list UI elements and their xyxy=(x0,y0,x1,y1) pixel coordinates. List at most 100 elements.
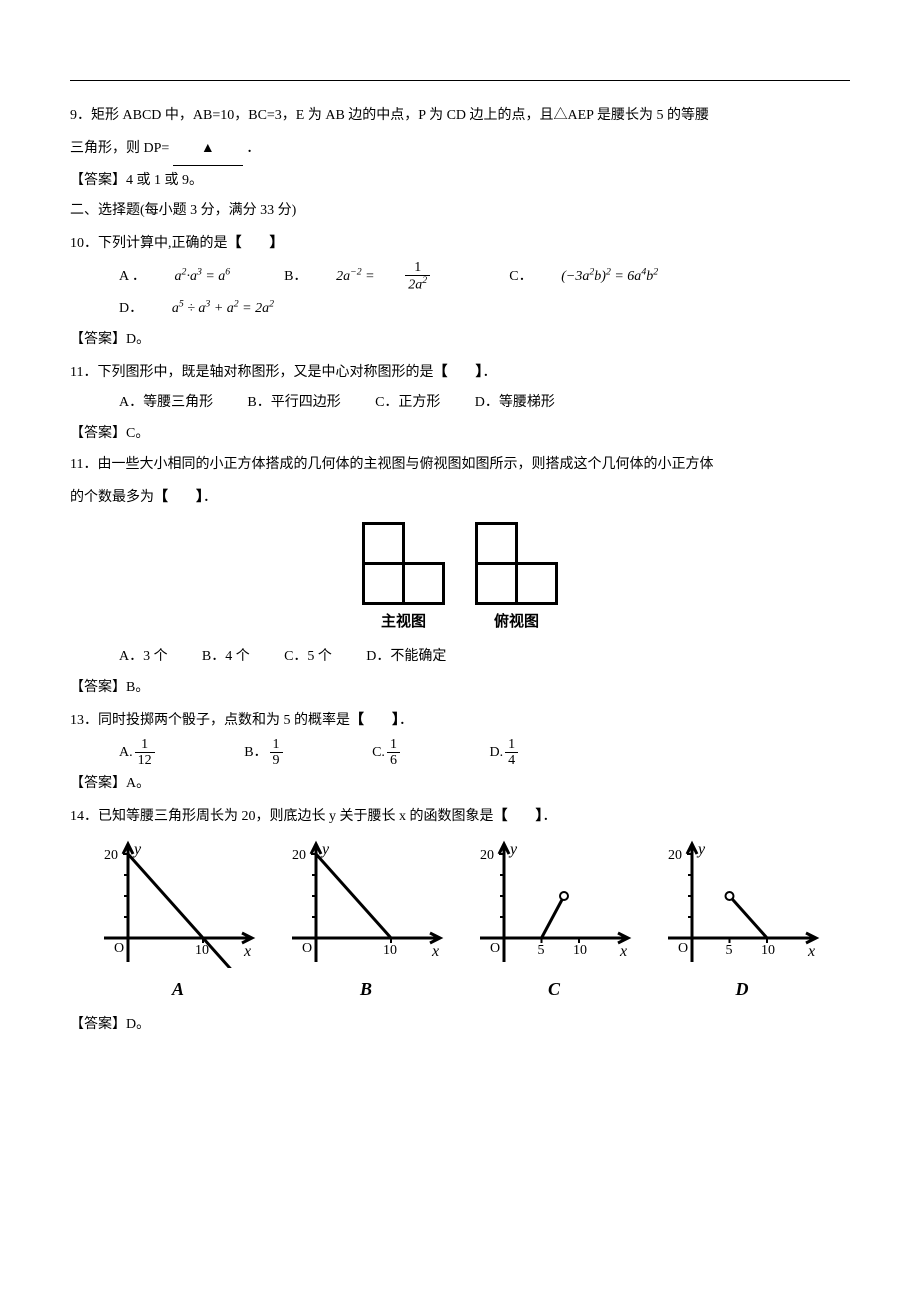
q11b-opt-d: D．不能确定 xyxy=(366,649,446,664)
top-view-caption: 俯视图 xyxy=(482,603,551,638)
graph-A: y x O 20 10 A xyxy=(98,838,258,1010)
answer-value: A。 xyxy=(126,776,150,791)
q11a-stem: 11．下列图形中，既是轴对称图形，又是中心对称图形的是【 】． xyxy=(70,356,850,389)
main-view-svg xyxy=(362,522,445,605)
answer-value: B。 xyxy=(126,680,149,695)
graph-svg: y x O 20 5 10 xyxy=(474,838,634,968)
svg-text:20: 20 xyxy=(292,848,306,863)
bracket-icon: 【 】 xyxy=(350,711,399,727)
svg-text:20: 20 xyxy=(480,848,494,863)
svg-text:5: 5 xyxy=(538,943,545,958)
q11a-opt-a: A．等腰三角形 xyxy=(119,395,213,410)
q11b-opt-a: A．3 个 xyxy=(119,649,168,664)
bracket-icon: 【 】 xyxy=(228,234,284,250)
bracket-icon: 【 】 xyxy=(433,363,482,379)
q11b-answer: 【答案】B。 xyxy=(70,673,850,704)
q13-choices: A.112 B．19 C.16 D.14 xyxy=(70,737,850,769)
bracket-icon: 【 】 xyxy=(154,488,203,504)
q10-a-math: a2·a3 = a6 xyxy=(175,269,231,284)
answer-value: 4 或 1 或 9。 xyxy=(126,173,203,188)
svg-text:y: y xyxy=(320,841,330,858)
svg-text:10: 10 xyxy=(761,943,775,958)
views-figure: 主视图 俯视图 xyxy=(70,522,850,639)
q11b-opt-c: C．5 个 xyxy=(284,649,332,664)
svg-text:x: x xyxy=(431,943,439,960)
svg-text:x: x xyxy=(243,943,251,960)
q10-stem-text: 10．下列计算中,正确的是 xyxy=(70,236,228,251)
answer-label: 【答案】 xyxy=(70,776,126,791)
svg-text:10: 10 xyxy=(383,943,397,958)
q10-choices: A ． a2·a3 = a6 B． 2a−2 = 12a2 C． (−3a2b)… xyxy=(70,260,850,325)
q10-opt-b: B． 2a−2 = 12a2 xyxy=(284,269,484,284)
answer-label: 【答案】 xyxy=(70,173,126,188)
q9-answer: 【答案】4 或 1 或 9。 xyxy=(70,166,850,197)
q9-line1: 9．矩形 ABCD 中，AB=10，BC=3，E 为 AB 边的中点，P 为 C… xyxy=(70,101,850,132)
svg-text:y: y xyxy=(132,841,142,858)
answer-label: 【答案】 xyxy=(70,1017,126,1032)
q10-opt-a: A ． a2·a3 = a6 xyxy=(119,269,255,284)
graph-svg: y x O 20 10 xyxy=(98,838,258,968)
graph-label: A xyxy=(98,970,258,1010)
graph-svg: y x O 20 10 xyxy=(286,838,446,968)
svg-text:5: 5 xyxy=(726,943,733,958)
svg-text:O: O xyxy=(302,941,312,956)
q9-line2: 三角形，则 DP= ▲ ． xyxy=(70,132,850,166)
graph-D: y x O 20 5 10 D xyxy=(662,838,822,1010)
svg-text:x: x xyxy=(619,943,627,960)
q11a-choices: A．等腰三角形 B．平行四边形 C．正方形 D．等腰梯形 xyxy=(70,388,850,419)
q11a-opt-c: C．正方形 xyxy=(375,395,440,410)
q13-opt: B．19 xyxy=(244,745,333,760)
answer-label: 【答案】 xyxy=(70,426,126,441)
q11a-opt-d: D．等腰梯形 xyxy=(475,395,555,410)
q13-stem: 13．同时投掷两个骰子，点数和为 5 的概率是【 】． xyxy=(70,704,850,737)
q11a-answer: 【答案】C。 xyxy=(70,419,850,450)
q10-opt-c: C． (−3a2b)2 = 6a4b2 xyxy=(509,269,683,284)
q11b-stem-a: 11．由一些大小相同的小正方体搭成的几何体的主视图与俯视图如图所示，则搭成这个几… xyxy=(70,450,850,481)
q10-stem: 10．下列计算中,正确的是【 】 xyxy=(70,227,850,260)
section2-heading: 二、选择题(每小题 3 分，满分 33 分) xyxy=(70,196,850,227)
answer-value: D。 xyxy=(126,332,150,347)
q11b-stem-b: 的个数最多为【 】． xyxy=(70,481,850,514)
answer-value: D。 xyxy=(126,1017,150,1032)
q13-answer: 【答案】A。 xyxy=(70,769,850,800)
svg-text:x: x xyxy=(807,943,815,960)
svg-text:y: y xyxy=(696,841,706,858)
svg-text:10: 10 xyxy=(195,943,209,958)
answer-label: 【答案】 xyxy=(70,332,126,347)
q14-stem: 14．已知等腰三角形周长为 20，则底边长 y 关于腰长 x 的函数图象是【 】… xyxy=(70,800,850,833)
graph-label: B xyxy=(286,970,446,1010)
q9-line2-pre: 三角形，则 DP= xyxy=(70,141,169,156)
q10-answer: 【答案】D。 xyxy=(70,325,850,356)
q14-graphs: y x O 20 10 Ay x O 20 10 By x O 20 5 10 Cy x O 20 5 10 D xyxy=(70,838,850,1010)
fill-blank: ▲ xyxy=(173,132,243,166)
svg-text:O: O xyxy=(678,941,688,956)
graph-B: y x O 20 10 B xyxy=(286,838,446,1010)
fraction: 12a2 xyxy=(405,260,455,293)
main-view-block: 主视图 xyxy=(362,522,445,639)
graph-label: D xyxy=(662,970,822,1010)
graph-C: y x O 20 5 10 C xyxy=(474,838,634,1010)
q11a-opt-b: B．平行四边形 xyxy=(247,395,340,410)
svg-text:20: 20 xyxy=(668,848,682,863)
q13-opt: C.16 xyxy=(372,745,450,760)
svg-text:O: O xyxy=(490,941,500,956)
q13-opt: A.112 xyxy=(119,745,205,760)
svg-text:20: 20 xyxy=(104,848,118,863)
q11b-opt-b: B．4 个 xyxy=(202,649,250,664)
svg-text:y: y xyxy=(508,841,518,858)
top-view-block: 俯视图 xyxy=(475,522,558,639)
q10-opt-d: D． a5 ÷ a3 + a2 = 2a2 xyxy=(119,301,299,316)
main-view-caption: 主视图 xyxy=(369,603,438,638)
top-view-svg xyxy=(475,522,558,605)
blank-marker: ▲ xyxy=(201,139,215,155)
q11b-choices: A．3 个 B．4 个 C．5 个 D．不能确定 xyxy=(70,642,850,673)
graph-label: C xyxy=(474,970,634,1010)
bracket-icon: 【 】 xyxy=(494,807,543,823)
answer-label: 【答案】 xyxy=(70,680,126,695)
q13-opt: D.14 xyxy=(490,745,569,760)
graph-svg: y x O 20 5 10 xyxy=(662,838,822,968)
q9-period: ． xyxy=(246,141,260,156)
svg-text:O: O xyxy=(114,941,124,956)
q14-answer: 【答案】D。 xyxy=(70,1010,850,1041)
svg-text:10: 10 xyxy=(573,943,587,958)
